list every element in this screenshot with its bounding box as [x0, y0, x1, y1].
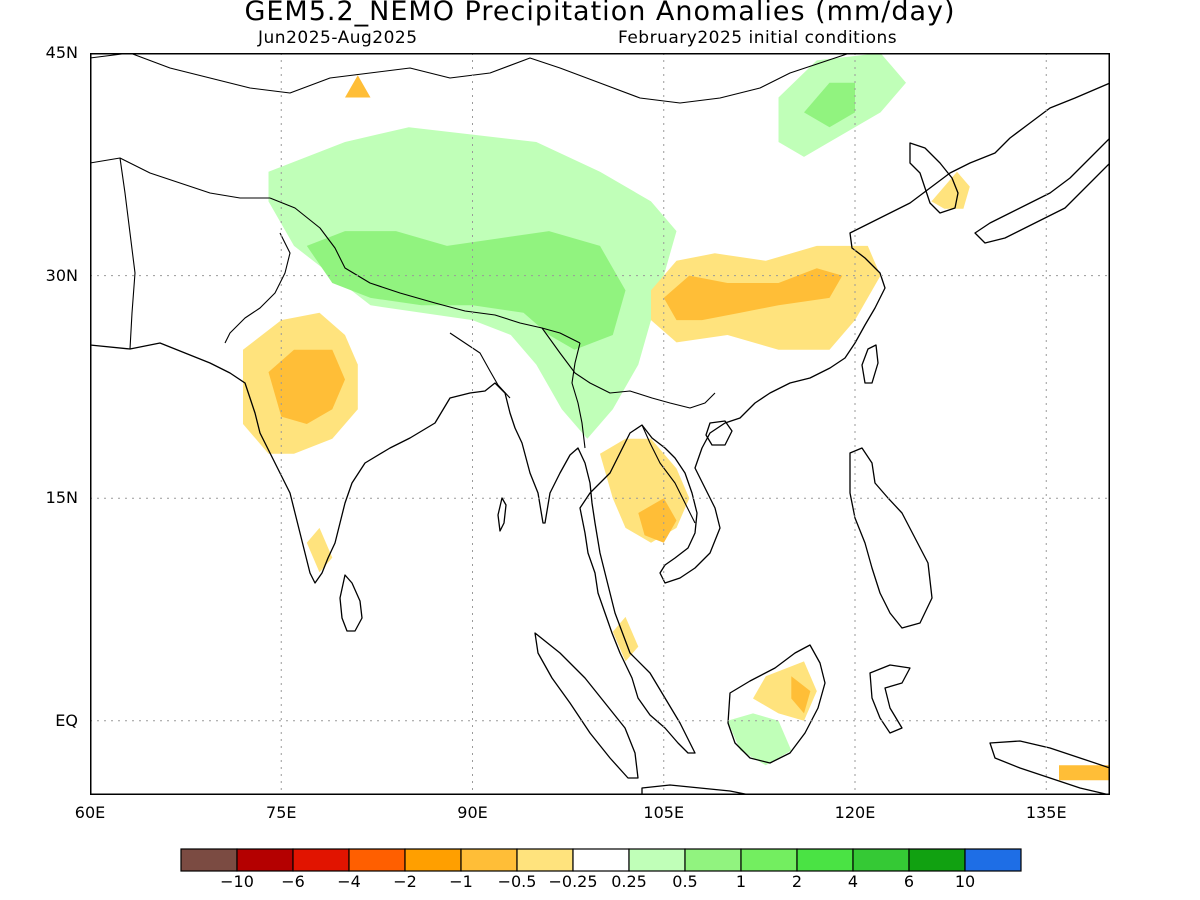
lon-tick-105E: 105E [643, 803, 685, 822]
colorbar-box-4 [404, 848, 462, 872]
coastline-korea [909, 142, 959, 214]
coastline-layer [90, 82, 1110, 795]
colorbar-label-7: 0.25 [611, 872, 647, 891]
coastline-sulawesi [869, 664, 911, 734]
coastline-taiwan [861, 344, 879, 384]
border-iran [119, 157, 136, 350]
colorbar-label-5: −0.5 [497, 872, 537, 891]
colorbar-box-7 [572, 848, 630, 872]
anomaly-region-17 [1059, 765, 1110, 781]
border-india-china [269, 197, 581, 344]
colorbar-box-6 [516, 848, 574, 872]
colorbar-box-10 [740, 848, 798, 872]
border-china-north [90, 53, 851, 104]
coastline-philippines [849, 447, 933, 629]
coastline-sri-lanka [339, 574, 363, 632]
anomaly-region-6 [268, 349, 345, 424]
colorbar-label-13: 10 [954, 872, 976, 891]
map-title: GEM5.2_NEMO Precipitation Anomalies (mm/… [244, 0, 956, 27]
lon-tick-135E: 135E [1025, 803, 1067, 822]
colorbar-box-5 [460, 848, 518, 872]
lon-tick-75E: 75E [266, 803, 297, 822]
anomaly-region-12 [791, 676, 811, 714]
lon-tick-60E: 60E [74, 803, 106, 822]
coastline-java [641, 784, 751, 795]
colorbar-box-12 [852, 848, 910, 872]
lat-tick-15N: 15N [45, 488, 78, 508]
colorbar-label-6: −0.25 [548, 872, 598, 891]
anomaly-region-3 [804, 82, 855, 128]
colorbar-box-3 [348, 848, 406, 872]
border-myanmar-thai [571, 342, 586, 449]
coastline-borneo [727, 644, 826, 764]
colorbar-label-9: 1 [735, 872, 747, 891]
colorbar-label-0: −10 [220, 872, 254, 891]
anomaly-region-10 [638, 498, 677, 543]
anomaly-region-16 [345, 75, 371, 98]
colorbar-box-9 [684, 848, 742, 872]
colorbar-label-2: −4 [337, 872, 361, 891]
lat-tick-45N: 45N [45, 43, 78, 62]
coastline-hainan [705, 420, 733, 446]
colorbar-label-12: 6 [903, 872, 915, 891]
coastline-sumatra [534, 632, 639, 779]
anomaly-region-8 [663, 268, 843, 321]
anomaly-fill-layer [243, 53, 1110, 781]
lat-tick-30N: 30N [45, 265, 78, 285]
colorbar-box-11 [796, 848, 854, 872]
border-mainland-sea [641, 424, 696, 524]
anomaly-region-14 [306, 527, 333, 573]
colorbar-label-3: −2 [393, 872, 417, 891]
colorbar-label-8: 0.5 [672, 872, 698, 891]
initial-conditions: February2025 initial conditions [618, 28, 898, 48]
lon-tick-90E: 90E [457, 803, 488, 822]
colorbar-label-10: 2 [791, 872, 803, 891]
coastline-new-guinea [989, 740, 1110, 795]
border-india-east [449, 332, 511, 399]
anomaly-region-1 [306, 231, 626, 350]
lon-tick-120E: 120E [834, 803, 876, 822]
colorbar-box-8 [628, 848, 686, 872]
lat-tick-EQ: EQ [55, 710, 78, 730]
colorbar-box-13 [908, 848, 966, 872]
coastline-south-asia [90, 82, 1110, 754]
colorbar-label-11: 4 [847, 872, 859, 891]
colorbar-box-0 [180, 848, 238, 872]
colorbar-box-14 [964, 848, 1022, 872]
colorbar-box-1 [236, 848, 294, 872]
border-china-south [541, 327, 716, 409]
graticule [90, 53, 1110, 795]
coastline-andaman [497, 497, 507, 532]
forecast-period: Jun2025-Aug2025 [258, 28, 418, 48]
colorbar [180, 848, 1022, 872]
colorbar-label-4: −1 [449, 872, 473, 891]
colorbar-box-2 [292, 848, 350, 872]
coastline-japan [974, 137, 1110, 244]
political-border-layer [90, 53, 851, 524]
border-india-pakistan [224, 232, 291, 344]
anomaly-region-15 [612, 616, 639, 662]
precipitation-anomaly-map [90, 53, 1110, 795]
anomaly-region-13 [931, 171, 970, 209]
map-border [90, 53, 1110, 795]
colorbar-label-1: −6 [281, 872, 305, 891]
